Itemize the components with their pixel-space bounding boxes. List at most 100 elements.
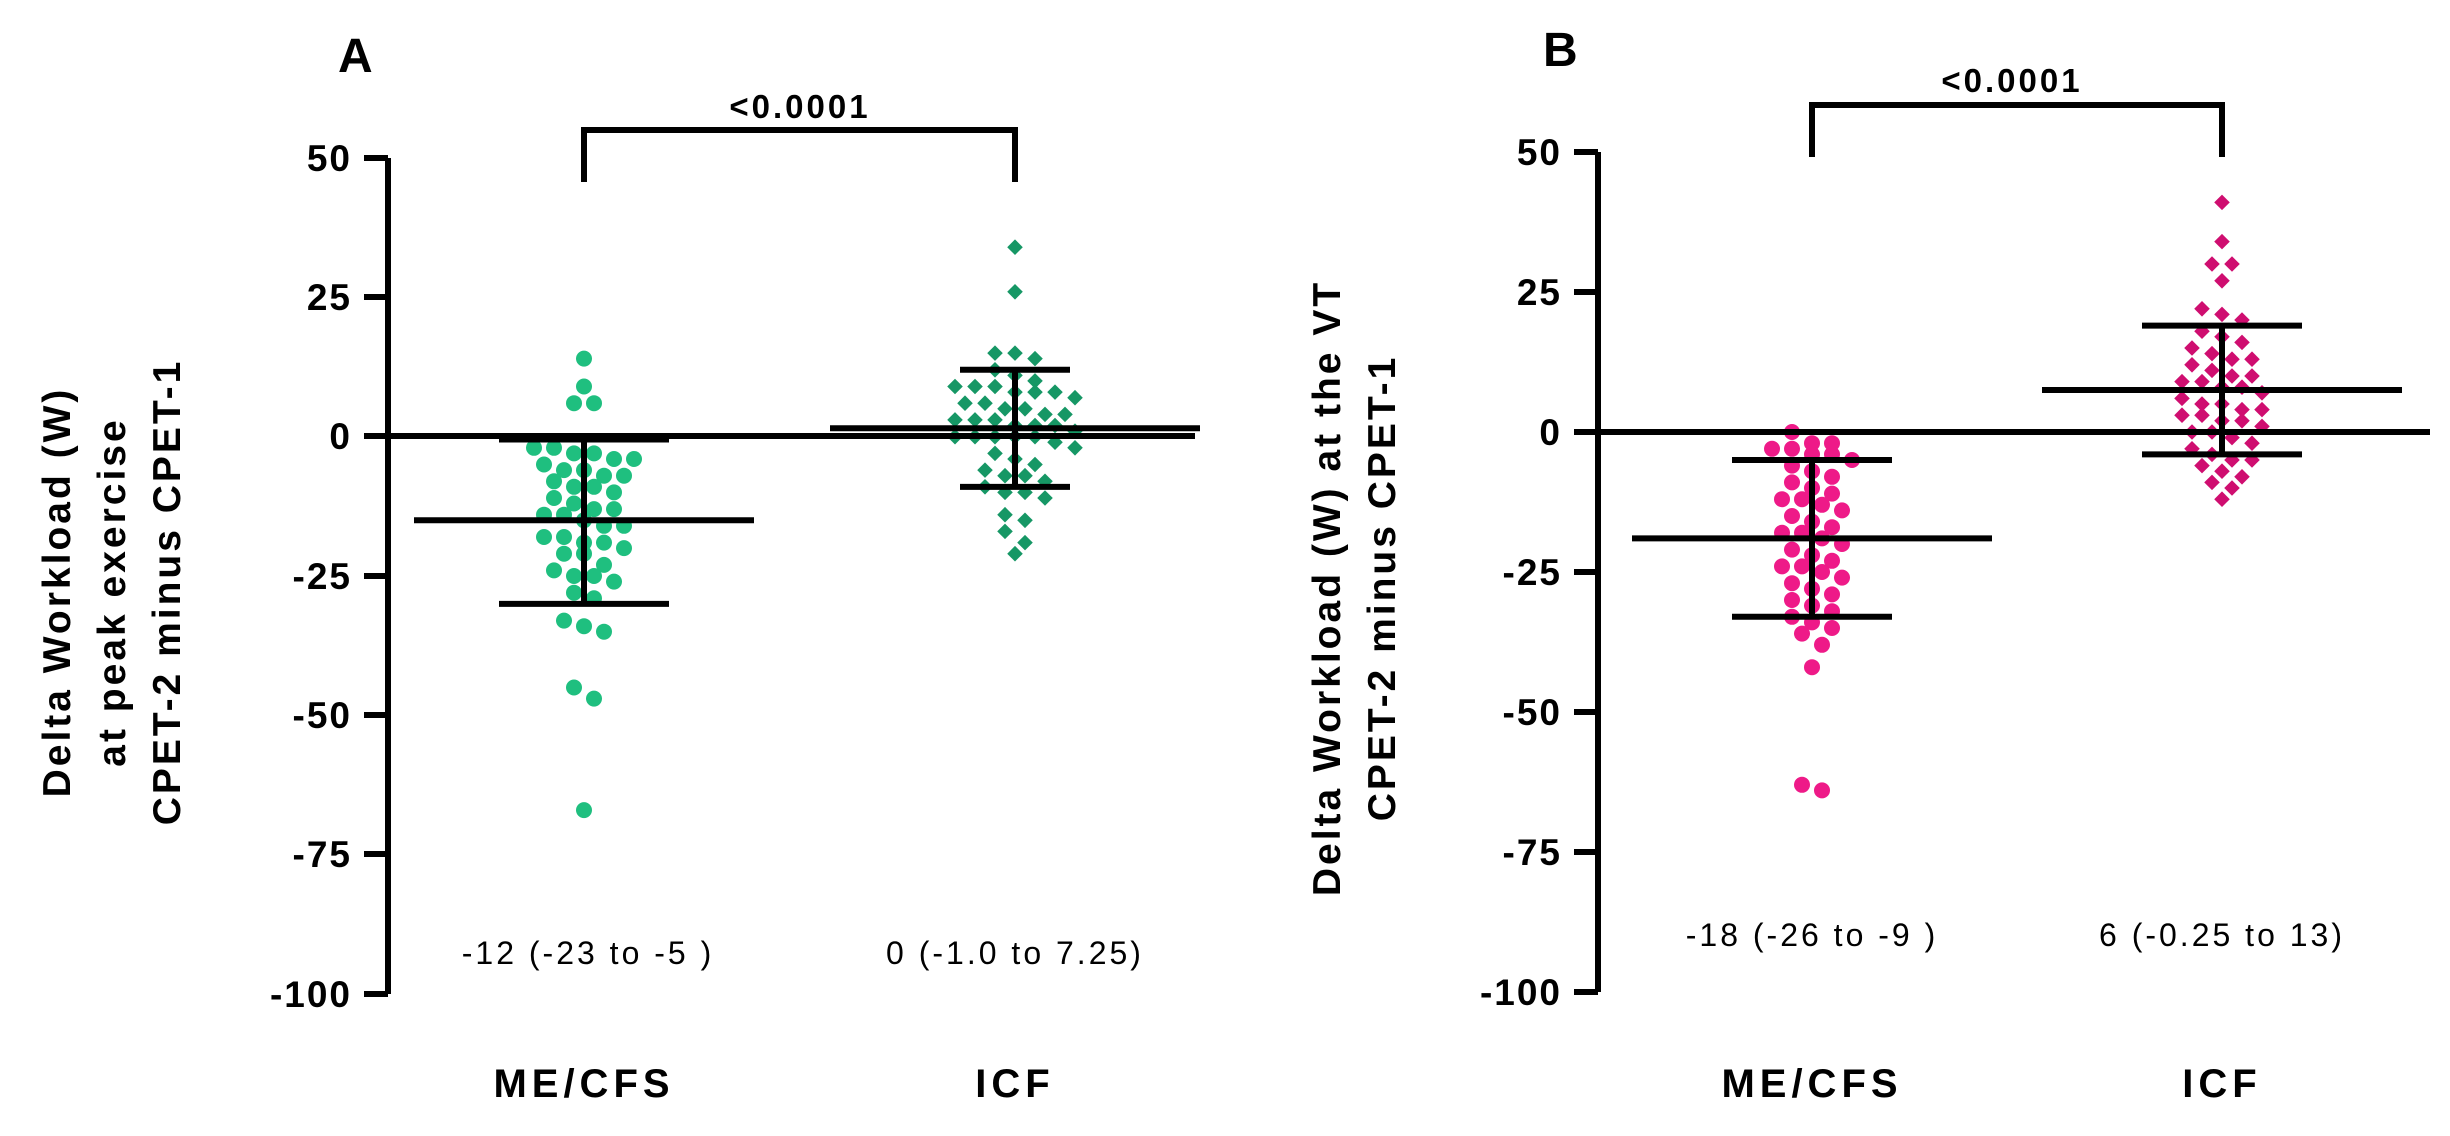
panel-a-icf-point [1007, 284, 1023, 300]
panel-a-icf-point [977, 462, 993, 478]
panel-a-mecfs-point [586, 501, 602, 518]
panel-b-mecfs-point [1824, 586, 1840, 603]
panel-a-mecfs-point [576, 350, 592, 367]
panel-b-p-value: <0.0001 [1941, 62, 2082, 99]
panel-a-summary-mecfs: -12 (-23 to -5 ) [462, 935, 715, 971]
panel-a-mecfs-point [566, 584, 582, 601]
panel-a-mecfs-point [626, 451, 642, 467]
panel-a-icf-point [997, 401, 1013, 417]
panel-a-icf-point [997, 523, 1013, 540]
panel-a-tick-label: -75 [293, 834, 352, 875]
panel-a-tick-label: 50 [307, 138, 352, 179]
panel-a-mecfs-point [566, 395, 582, 412]
panel-b-icf-point [2224, 368, 2240, 384]
panel-a-icf-point [987, 445, 1003, 462]
panel-a-median-iqr-bars [414, 366, 1200, 607]
panel-b-icf-point [2194, 301, 2210, 317]
panel-b-category-mecfs: ME/CFS [1721, 1062, 1902, 1106]
panel-a-icf-point [997, 506, 1013, 523]
panel-a-icf-point [1067, 389, 1083, 406]
panel-b-mecfs-point [1824, 620, 1840, 636]
panel-b-mecfs-point [1794, 776, 1810, 793]
panel-b-mecfs-point [1824, 468, 1840, 485]
panel-a-icf-point [1007, 239, 1023, 255]
panel-b-tick-label: 50 [1517, 132, 1562, 173]
panel-b-icf-point [2214, 306, 2230, 323]
panel-a-icf-point [947, 378, 963, 395]
panel-b-mecfs-point [1814, 496, 1830, 513]
panel-a-mecfs-point [556, 462, 572, 479]
panel-a-icf-point [1007, 345, 1023, 361]
panel-a-icf-point [957, 395, 973, 411]
panel-b-icf-point [2204, 256, 2220, 272]
panel-a-icf-point [1027, 350, 1043, 367]
panel-b-tick-label: -100 [1480, 972, 1562, 1013]
panel-b-data-points [1764, 194, 2270, 799]
panel-a-mecfs-point [616, 467, 632, 484]
panel-b-icf-point [2174, 407, 2190, 423]
panel-a-mecfs-point [566, 568, 582, 584]
panel-b-icf-point [2244, 351, 2260, 367]
panel-a-summary-icf: 0 (-1.0 to 7.25) [886, 935, 1144, 971]
panel-b-mecfs-point [1794, 491, 1810, 508]
panel-a-icf-point [1037, 406, 1053, 423]
panel-b-mecfs-point [1824, 485, 1840, 502]
panel-a-mecfs-point [556, 612, 572, 629]
panel-a-mecfs-point [556, 529, 572, 545]
panel-b-y-label-line-2: CPET-2 minus CPET-1 [1361, 355, 1404, 822]
panel-b-mecfs-point [1794, 625, 1810, 642]
panel-a-mecfs-point [586, 568, 602, 584]
panel-b: B Delta Workload (W) at the VT CPET-2 mi… [1306, 24, 2430, 1106]
panel-a-tick-label: -100 [270, 974, 352, 1015]
panel-a-icf-point [1027, 384, 1043, 400]
panel-b-icf-point [2194, 407, 2210, 423]
panel-a-mecfs-point [546, 490, 562, 506]
panel-b-icf-point [2204, 345, 2220, 362]
panel-a-icf-point [987, 345, 1003, 361]
panel-b-icf-point [2194, 457, 2210, 474]
panel-a-icf-point [987, 378, 1003, 395]
panel-b-mecfs-point [1804, 659, 1820, 676]
panel-b-mecfs-point [1804, 435, 1820, 452]
panel-a-mecfs-point [606, 573, 622, 590]
panel-b-icf-point [2244, 368, 2260, 384]
panel-b-tick-label: -75 [1503, 832, 1562, 873]
panel-a-category-icf: ICF [975, 1062, 1054, 1106]
panel-a-mecfs-point [596, 623, 612, 640]
panel-a-y-label: Delta Workload (W) at peak exercise CPET… [36, 359, 189, 826]
panel-a-mecfs-point [586, 395, 602, 412]
panel-a-mecfs-point [566, 445, 582, 462]
panel-b-icf-point [2214, 233, 2230, 250]
panel-b-mecfs-point [1784, 474, 1800, 491]
panel-b-mecfs-point [1784, 508, 1800, 524]
panel-a-mecfs-point [586, 445, 602, 462]
panel-b-y-label: Delta Workload (W) at the VT CPET-2 minu… [1306, 280, 1404, 896]
panel-a-mecfs-point [546, 473, 562, 490]
panel-a-icf-point [1017, 512, 1033, 529]
panel-b-significance-bracket [1809, 102, 2225, 157]
panel-a-mecfs-point [556, 545, 572, 562]
panel-b-icf-point [2184, 357, 2200, 373]
panel-a-icf-point [1027, 373, 1043, 389]
panel-b-y-ticks: 50 25 0 -25 -50 -75 -100 [1480, 132, 1598, 1013]
panel-b-tick-label: 0 [1539, 412, 1562, 453]
panel-b-mecfs-point [1764, 440, 1780, 457]
panel-a-mecfs-point [596, 534, 612, 551]
panel-b-icf-point [2214, 463, 2230, 479]
panel-b-mecfs-point [1834, 569, 1850, 586]
panel-a-y-ticks: 50 25 0 -25 -50 -75 -100 [270, 138, 388, 1015]
panel-a-mecfs-point [616, 540, 632, 557]
panel-a-mecfs-point [566, 478, 582, 495]
panel-b-icf-point [2224, 480, 2240, 496]
panel-b-y-label-line-1: Delta Workload (W) at the VT [1306, 280, 1349, 896]
panel-a-tick-label: -25 [293, 556, 352, 597]
panel-a-tick-label: 0 [329, 416, 352, 457]
panel-b-mecfs-point [1784, 592, 1800, 608]
panel-b-mecfs-point [1824, 519, 1840, 536]
panel-a-mecfs-point [576, 618, 592, 635]
panel-a-mecfs-point [576, 378, 592, 395]
panel-b-icf-point [2214, 273, 2230, 289]
panel-a-mecfs-point [596, 467, 612, 484]
panel-b-icf-point [2234, 334, 2250, 351]
